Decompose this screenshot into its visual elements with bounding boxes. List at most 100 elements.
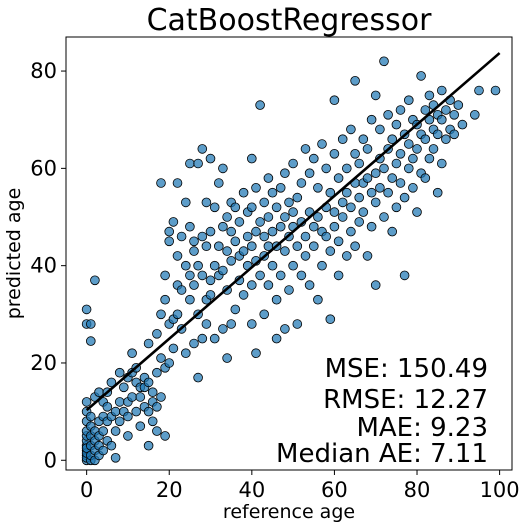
- data-point: [490, 85, 501, 96]
- data-point: [308, 221, 319, 232]
- metric-label: MSE: 150.49: [325, 354, 488, 384]
- data-point: [156, 309, 166, 320]
- x-axis-label: reference age: [223, 501, 355, 523]
- data-point: [226, 226, 237, 237]
- data-point: [98, 445, 108, 456]
- chart-title-group: CatBoostRegressor: [147, 3, 433, 38]
- data-point: [441, 134, 451, 145]
- data-point: [403, 139, 414, 149]
- data-point: [284, 285, 294, 295]
- metric-label: Median AE: 7.11: [276, 439, 488, 469]
- data-point: [370, 168, 381, 179]
- data-point: [391, 158, 402, 169]
- data-point: [271, 333, 282, 344]
- data-point: [280, 212, 290, 222]
- data-point: [214, 178, 224, 188]
- data-point: [379, 212, 389, 222]
- data-point: [90, 275, 100, 286]
- plot-frame: [65, 36, 513, 471]
- data-point: [329, 207, 340, 217]
- data-point: [354, 158, 365, 169]
- y-tick-label: 0: [44, 448, 57, 472]
- data-point: [375, 153, 385, 164]
- data-point: [395, 105, 406, 115]
- data-point: [313, 212, 323, 222]
- y-axis-ticks: 0 20 40 60 80: [30, 59, 66, 472]
- data-point: [247, 280, 257, 290]
- data-point: [152, 328, 162, 339]
- data-point: [119, 382, 129, 393]
- data-point: [420, 173, 431, 183]
- x-axis-ticks: 0 20 40 60 80 100: [80, 470, 519, 502]
- data-point: [296, 270, 307, 281]
- data-point: [354, 192, 365, 203]
- x-tick-label: 20: [156, 478, 183, 502]
- data-point: [156, 353, 166, 363]
- data-point: [275, 221, 286, 232]
- data-point: [296, 178, 307, 188]
- data-point: [449, 110, 460, 120]
- data-point: [424, 153, 435, 164]
- data-point: [366, 187, 377, 198]
- data-point: [337, 197, 348, 208]
- data-point: [255, 100, 265, 110]
- data-point: [280, 324, 290, 334]
- data-point: [201, 197, 212, 208]
- data-point: [197, 231, 208, 242]
- data-point: [98, 426, 108, 436]
- data-point: [263, 173, 274, 183]
- data-point: [218, 324, 228, 334]
- data-point: [193, 158, 203, 169]
- data-point: [288, 207, 298, 217]
- data-point: [267, 187, 278, 198]
- data-point: [181, 260, 191, 271]
- data-point: [152, 367, 162, 378]
- data-point: [197, 270, 208, 281]
- data-point: [275, 183, 286, 193]
- data-point: [292, 319, 303, 329]
- data-point: [181, 348, 191, 359]
- data-point: [86, 336, 96, 346]
- data-point: [226, 319, 237, 329]
- data-point: [304, 280, 315, 290]
- data-point: [205, 275, 216, 286]
- data-point: [308, 241, 319, 252]
- y-axis-label: predicted age: [3, 188, 25, 320]
- data-point: [366, 221, 377, 232]
- data-point: [346, 124, 356, 135]
- fit-line: [85, 52, 501, 412]
- data-point: [185, 294, 195, 305]
- data-point: [234, 217, 245, 227]
- data-point: [164, 358, 175, 368]
- data-point: [185, 221, 195, 232]
- data-point: [341, 251, 352, 261]
- data-point: [432, 129, 443, 140]
- data-point: [114, 367, 125, 378]
- data-point: [288, 260, 298, 271]
- data-point: [267, 226, 278, 237]
- data-point: [86, 411, 96, 422]
- data-point: [313, 294, 323, 305]
- data-point: [271, 202, 282, 213]
- data-point: [81, 397, 92, 407]
- data-point: [333, 270, 344, 281]
- data-point: [185, 270, 195, 281]
- data-point: [164, 226, 175, 237]
- data-point: [436, 85, 447, 96]
- data-point: [189, 246, 199, 256]
- data-point: [300, 231, 311, 242]
- data-point: [329, 95, 340, 105]
- data-point: [209, 202, 220, 213]
- data-point: [325, 314, 336, 325]
- data-point: [350, 241, 360, 252]
- data-point: [284, 197, 294, 208]
- data-point: [143, 338, 154, 349]
- data-point: [337, 212, 348, 222]
- data-point: [267, 260, 278, 271]
- data-point: [102, 401, 113, 412]
- data-point: [280, 168, 290, 179]
- data-point: [222, 246, 232, 256]
- data-point: [209, 260, 220, 271]
- data-point: [81, 304, 92, 315]
